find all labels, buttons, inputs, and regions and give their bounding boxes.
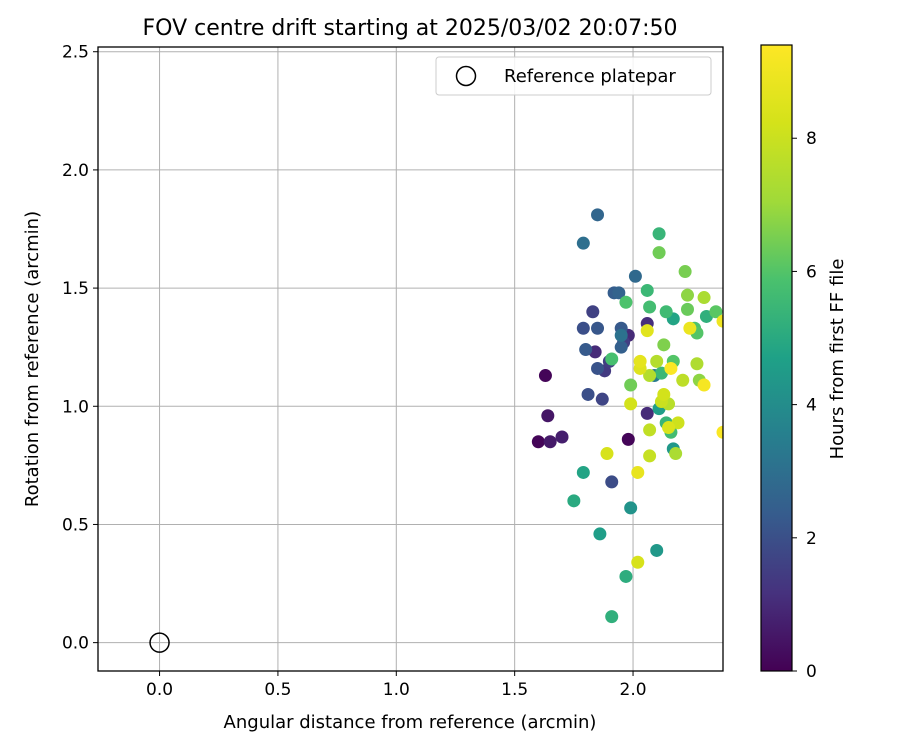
colorbar-gradient [760, 44, 793, 672]
y-axis-label: Rotation from reference (arcmin) [22, 211, 43, 507]
data-point [579, 343, 593, 357]
data-point [664, 361, 678, 375]
data-point [716, 314, 723, 328]
data-point [591, 321, 605, 335]
data-point [612, 286, 626, 300]
colorbar-tick-label: 6 [806, 262, 817, 282]
data-point [631, 555, 645, 569]
data-point [576, 321, 590, 335]
data-point [600, 447, 614, 461]
data-point [555, 430, 569, 444]
y-tick-label: 0.5 [62, 515, 89, 535]
data-point [640, 324, 654, 338]
data-point [628, 269, 642, 283]
data-point [567, 494, 581, 508]
y-axis-ticks: 0.0 0.5 1.0 1.5 2.0 2.5 [62, 43, 98, 654]
data-point [659, 305, 673, 319]
data-point [669, 447, 683, 461]
x-tick-label: 1.5 [501, 680, 528, 700]
data-point [709, 305, 723, 319]
x-tick-label: 2.0 [620, 680, 647, 700]
data-point [683, 321, 697, 335]
data-point [652, 227, 666, 241]
data-point [643, 369, 657, 383]
data-point [633, 354, 647, 368]
data-point [605, 610, 619, 624]
data-point [631, 465, 645, 479]
y-tick-label: 1.0 [62, 397, 89, 417]
y-tick-label: 2.5 [62, 43, 89, 63]
colorbar-ticks: 0 2 4 6 8 [792, 129, 817, 682]
data-point [591, 208, 605, 222]
data-point [538, 369, 552, 383]
data-point [619, 295, 633, 309]
data-point [680, 302, 694, 316]
data-point [662, 421, 676, 435]
grid-lines [98, 47, 723, 671]
colorbar-tick-label: 0 [806, 662, 817, 682]
data-point [650, 354, 664, 368]
y-tick-label: 2.0 [62, 161, 89, 181]
data-point [643, 423, 657, 437]
data-point [643, 300, 657, 314]
x-axis-label: Angular distance from reference (arcmin) [224, 712, 597, 733]
data-point [624, 501, 638, 515]
legend-label-ref: Reference platepar [504, 66, 676, 87]
data-point [697, 378, 711, 392]
data-point [652, 246, 666, 260]
y-tick-label: 1.5 [62, 279, 89, 299]
data-point [581, 387, 595, 401]
data-point [640, 406, 654, 420]
data-point [678, 265, 692, 279]
x-tick-label: 0.5 [264, 680, 291, 700]
legend-box [435, 56, 712, 96]
data-point [690, 357, 704, 371]
data-point [605, 352, 619, 366]
data-point [541, 409, 555, 423]
y-tick-label: 0.0 [62, 634, 89, 654]
data-point [621, 432, 635, 446]
x-tick-label: 0.0 [146, 680, 173, 700]
data-point [614, 340, 628, 354]
data-point [657, 338, 671, 352]
data-point [624, 378, 638, 392]
data-points [531, 208, 723, 624]
data-point [697, 291, 711, 305]
colorbar-tick-label: 2 [806, 529, 817, 549]
plot-frame [97, 46, 724, 672]
data-point [643, 449, 657, 463]
colorbar-tick-label: 8 [806, 129, 817, 149]
data-point [680, 288, 694, 302]
data-point [576, 236, 590, 250]
legend: Reference platepar [435, 56, 712, 96]
data-point [591, 361, 605, 375]
colorbar-tick-label: 4 [806, 396, 817, 416]
data-point [543, 435, 557, 449]
data-point [586, 305, 600, 319]
data-point [576, 465, 590, 479]
data-point [716, 425, 723, 439]
data-point [595, 392, 609, 406]
data-point [605, 475, 619, 489]
chart-title: FOV centre drift starting at 2025/03/02 … [143, 16, 678, 41]
colorbar: 0 2 4 6 8 Hours from first FF file [760, 44, 848, 682]
data-point [657, 387, 671, 401]
reference-point [149, 632, 170, 653]
x-tick-label: 1.0 [383, 680, 410, 700]
reference-marker [149, 632, 170, 653]
data-point [614, 328, 628, 342]
data-point [531, 435, 545, 449]
data-point [676, 373, 690, 387]
data-point [640, 283, 654, 297]
data-point [593, 527, 607, 541]
data-point [624, 397, 638, 411]
x-axis-ticks: 0.0 0.5 1.0 1.5 2.0 [146, 671, 647, 700]
data-point [650, 543, 664, 557]
colorbar-label: Hours from first FF file [827, 259, 848, 460]
legend-marker-ref [455, 65, 477, 87]
data-point [619, 569, 633, 583]
